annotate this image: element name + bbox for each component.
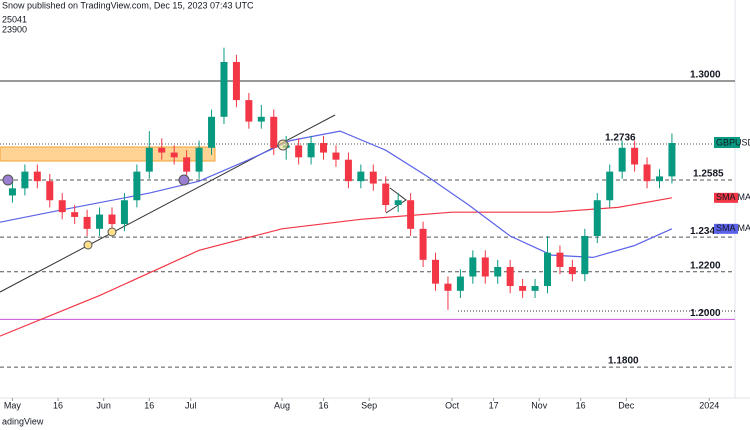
marker bbox=[2, 174, 14, 186]
candle-body bbox=[83, 216, 91, 229]
candle-body bbox=[643, 164, 651, 182]
level-label: 1.2736 bbox=[605, 133, 636, 144]
candle-body bbox=[419, 228, 427, 260]
candle-body bbox=[581, 235, 589, 275]
x-tick-label: 16 bbox=[144, 400, 154, 410]
x-tick-label: May bbox=[4, 400, 22, 410]
candle-body bbox=[444, 283, 452, 291]
candle-body bbox=[307, 143, 315, 158]
candle-body bbox=[631, 147, 639, 165]
candle-body bbox=[120, 200, 128, 225]
candle-body bbox=[8, 188, 16, 196]
candle-body bbox=[456, 276, 464, 291]
candle-body bbox=[432, 259, 440, 284]
candle-body bbox=[220, 61, 228, 117]
candle-body bbox=[407, 200, 415, 229]
candle-body bbox=[556, 252, 564, 267]
x-tick-label: 2024 bbox=[699, 400, 719, 410]
candle-body bbox=[96, 214, 104, 229]
level-label: 1.2585 bbox=[693, 169, 724, 180]
marker bbox=[107, 227, 117, 237]
candle-body bbox=[618, 147, 626, 172]
ma-value: 23900 bbox=[2, 24, 27, 34]
candle-body bbox=[593, 200, 601, 236]
candle-body bbox=[270, 116, 278, 148]
candle-body bbox=[33, 171, 41, 182]
candle-body bbox=[668, 143, 676, 177]
candle-body bbox=[481, 257, 489, 277]
footer-logo: adingView bbox=[2, 416, 44, 426]
symbol-tag-label: GBPUSD bbox=[716, 137, 750, 147]
ma-tag bbox=[714, 223, 738, 234]
wedge-drawing bbox=[385, 187, 407, 214]
candle-body bbox=[568, 266, 576, 275]
x-tick-label: Oct bbox=[445, 400, 460, 410]
level-label: 1.2000 bbox=[690, 308, 721, 319]
candle-body bbox=[369, 171, 377, 184]
candle-body bbox=[208, 116, 216, 148]
candle-body bbox=[108, 214, 116, 225]
symbol-tag bbox=[714, 137, 740, 149]
candle-body bbox=[183, 157, 191, 172]
candle-body bbox=[320, 143, 328, 153]
level-label: 1.1800 bbox=[608, 356, 639, 367]
candle-body bbox=[46, 181, 54, 201]
ma-tag-label: SMA MA bbox=[716, 192, 750, 202]
x-tick-label: Nov bbox=[531, 400, 548, 410]
plot: 1.3000 1.2736 1.2585 1.2345 1.2200 1.2000 1.18… bbox=[0, 47, 735, 368]
candle-body bbox=[531, 286, 539, 291]
candle-body bbox=[158, 147, 166, 153]
header: Snow published on TradingView.com, Dec 1… bbox=[2, 0, 254, 10]
candle-body bbox=[394, 200, 402, 205]
x-tick-label: Jun bbox=[96, 400, 111, 410]
marker bbox=[277, 139, 289, 151]
candle-body bbox=[133, 171, 141, 201]
candle-body bbox=[494, 266, 502, 277]
candle-body bbox=[469, 257, 477, 277]
level-label: 1.3000 bbox=[690, 70, 721, 81]
x-tick-label: Jul bbox=[185, 400, 197, 410]
ma-tag bbox=[714, 192, 738, 203]
candle-body bbox=[544, 252, 551, 287]
candle-body bbox=[344, 159, 352, 182]
x-tick-label: Dec bbox=[618, 400, 635, 410]
candle-body bbox=[58, 200, 66, 213]
x-tick-label: 16 bbox=[53, 400, 63, 410]
x-tick-label: 16 bbox=[576, 400, 586, 410]
level-label: 1.2345 bbox=[690, 226, 721, 237]
ma-value: 25041 bbox=[2, 14, 27, 24]
candle-body bbox=[245, 100, 253, 122]
level-label: 1.2200 bbox=[690, 260, 721, 271]
x-tick-label: 17 bbox=[489, 400, 499, 410]
candle-body bbox=[382, 183, 390, 205]
candle-body bbox=[606, 171, 614, 201]
candle-body bbox=[295, 145, 303, 158]
candle-body bbox=[21, 171, 29, 189]
candle-body bbox=[357, 171, 365, 182]
candle-body bbox=[71, 212, 79, 217]
candle-body bbox=[519, 286, 527, 291]
candle-body bbox=[145, 147, 153, 172]
candle-body bbox=[170, 152, 178, 158]
candle-body bbox=[332, 152, 340, 160]
candle-body bbox=[257, 116, 265, 122]
x-tick-label: 16 bbox=[319, 400, 329, 410]
candle-body bbox=[195, 147, 203, 172]
x-tick-label: Sep bbox=[361, 400, 377, 410]
marker bbox=[178, 174, 190, 186]
candle-body bbox=[655, 176, 663, 182]
ma-tag-label: SMA MA bbox=[716, 223, 750, 233]
candle-body bbox=[506, 266, 514, 287]
x-tick-label: Aug bbox=[274, 400, 290, 410]
candle-body bbox=[232, 61, 240, 101]
resistance-zone bbox=[0, 146, 216, 162]
moving-average bbox=[0, 130, 673, 259]
marker bbox=[83, 240, 93, 250]
